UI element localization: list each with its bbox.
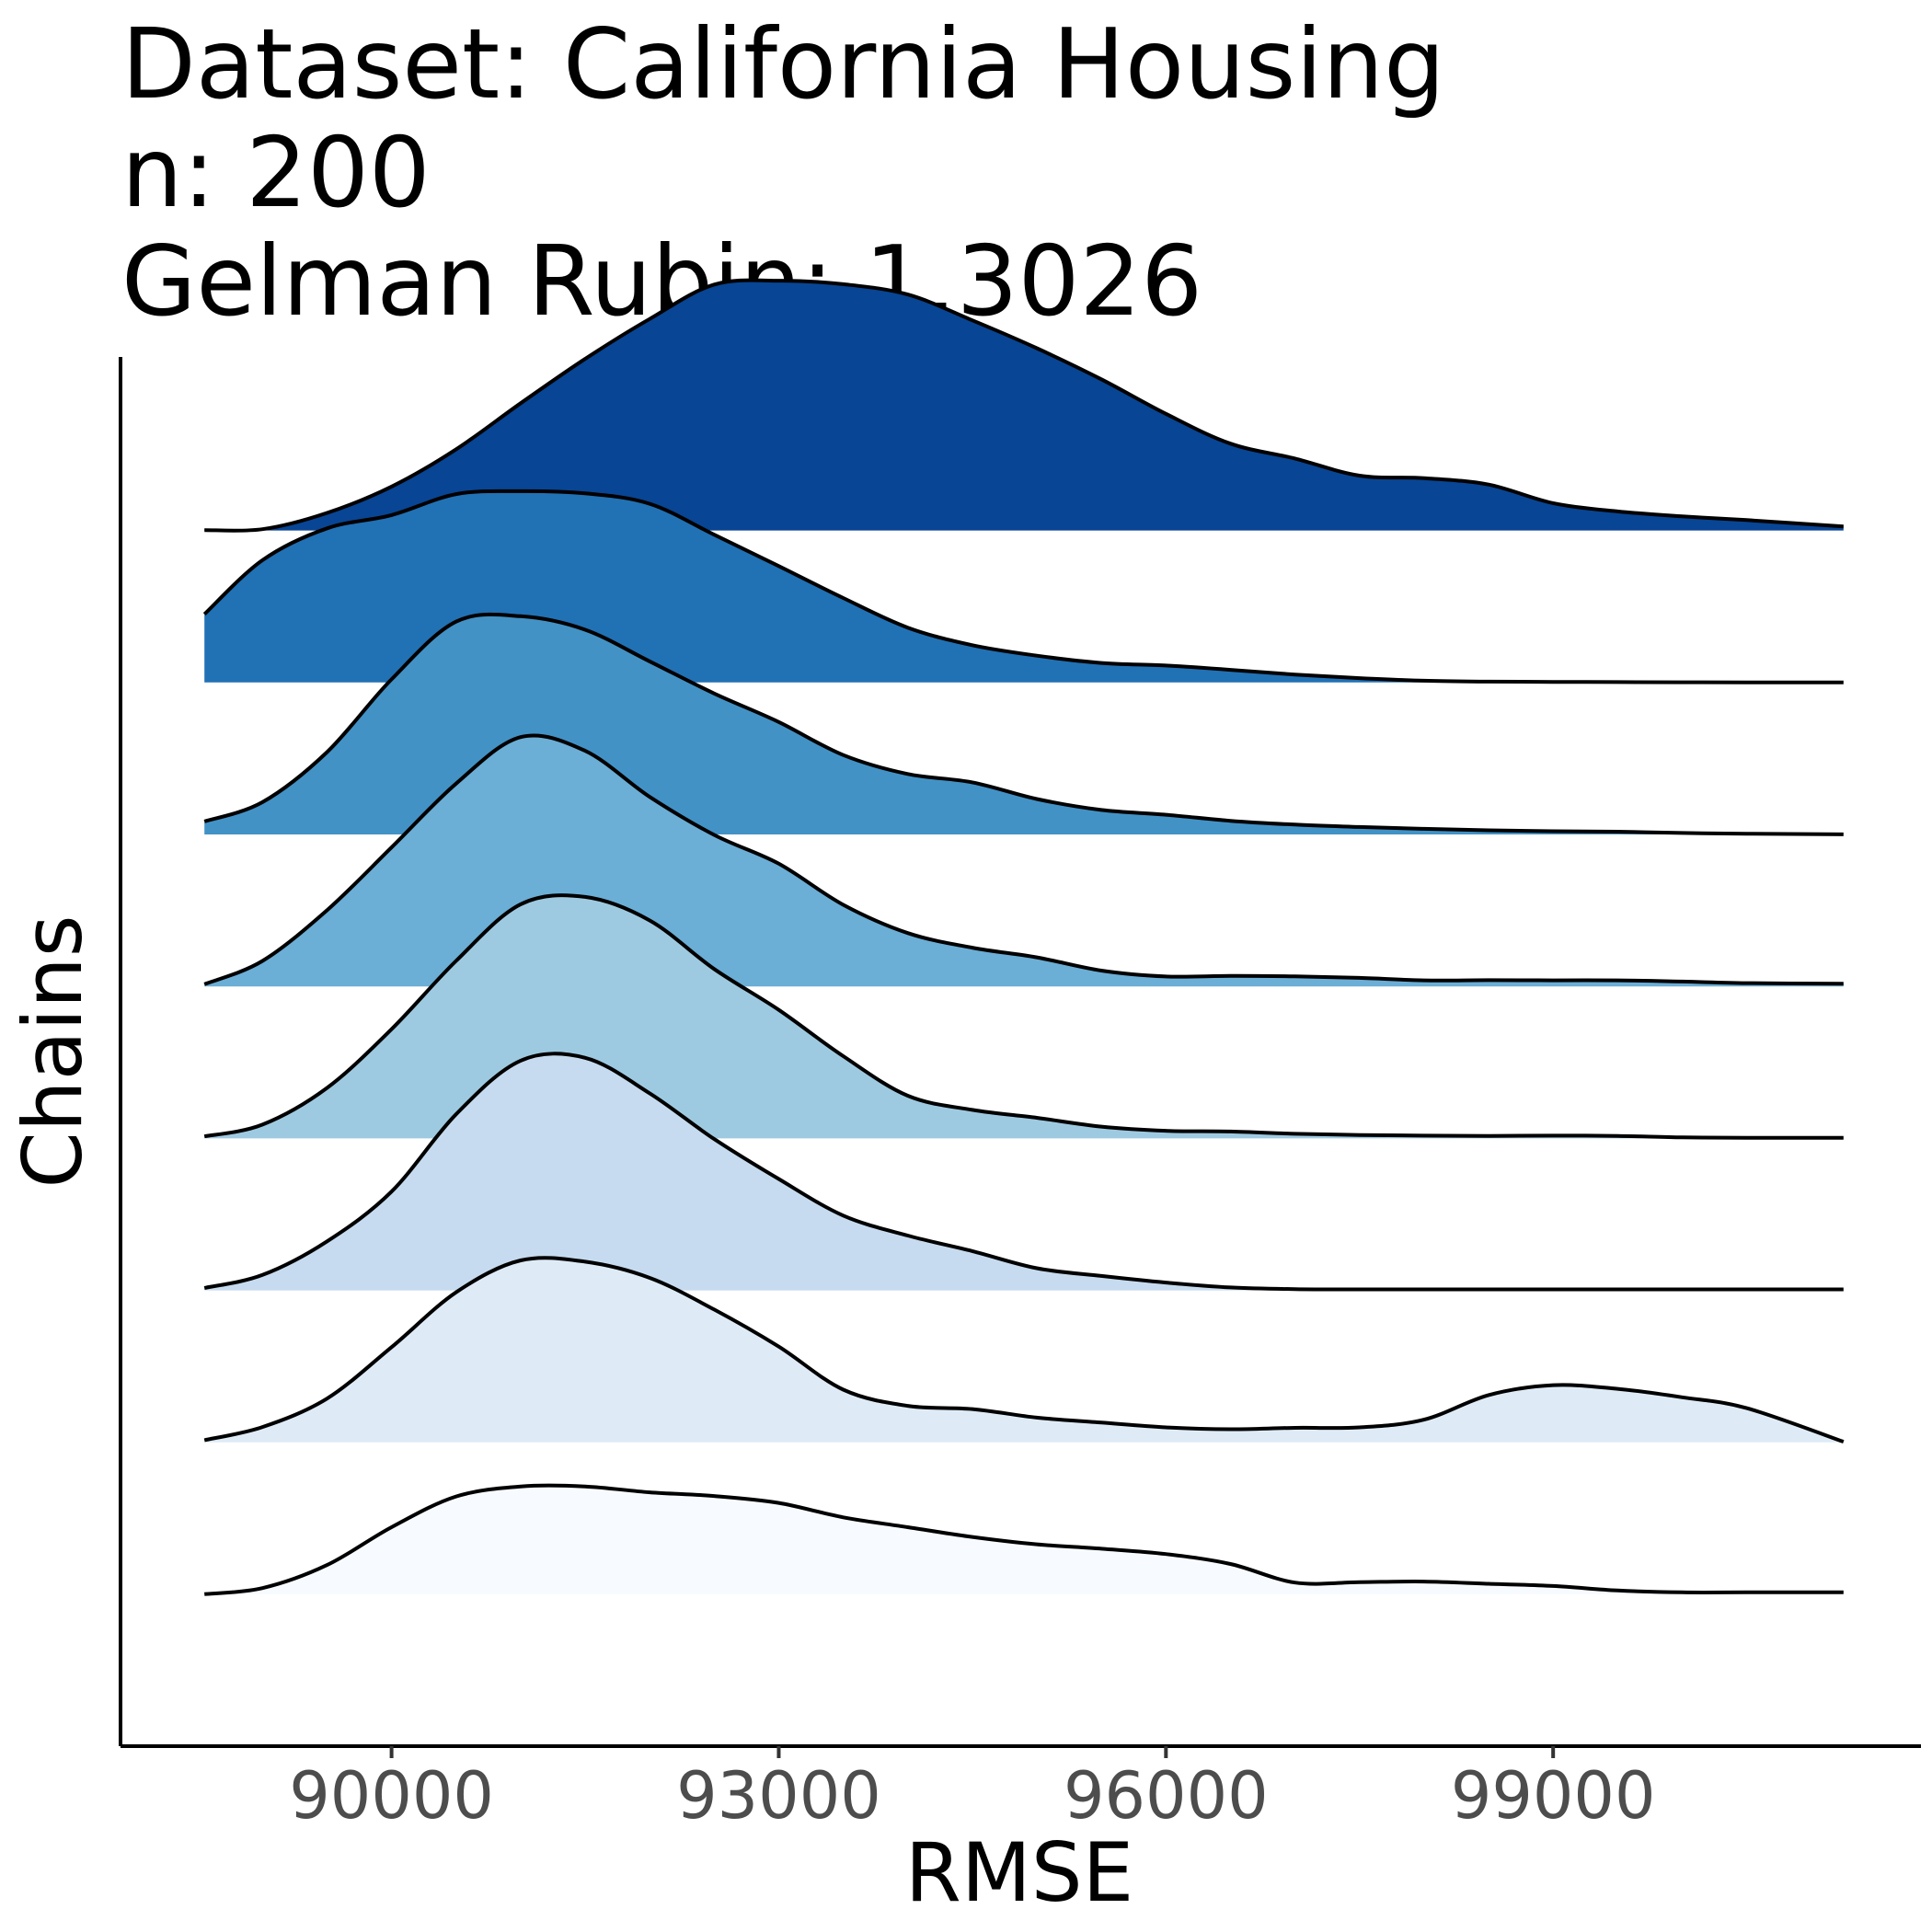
ridge-outline-chain-8 <box>204 278 1844 533</box>
y-axis-title: Chains <box>6 914 100 1188</box>
ridge-outline-chain-2 <box>203 1256 1845 1443</box>
x-axis-ticks: 90000 93000 96000 99000 <box>289 1746 1656 1834</box>
x-axis-title: RMSE <box>905 1825 1134 1920</box>
ridge-outline-chain-4 <box>203 893 1844 1140</box>
chart-title: Dataset: California Housing n: 200 Gelma… <box>121 8 1445 338</box>
title-line-n: n: 200 <box>121 117 431 229</box>
ridge-chain-3 <box>203 1052 1844 1292</box>
ridge-chain-2 <box>203 1256 1845 1443</box>
ridge-fill-chain-3 <box>204 1053 1844 1291</box>
ridge-outline-chain-3 <box>203 1052 1844 1292</box>
x-tick-label-93000: 93000 <box>676 1758 881 1834</box>
x-tick-label-99000: 99000 <box>1451 1758 1656 1834</box>
ridge-outline-chain-5 <box>203 733 1844 986</box>
x-tick-label-90000: 90000 <box>289 1758 494 1834</box>
ridge-fill-chain-1 <box>204 1485 1844 1594</box>
ridge-outline-chain-1 <box>203 1483 1844 1596</box>
ridge-fill-chain-8 <box>204 280 1844 531</box>
ridge-chain-8 <box>204 278 1844 533</box>
ridges <box>202 278 1845 1596</box>
ridge-outline-chain-6 <box>203 612 1844 836</box>
ridge-outline-chain-7 <box>202 489 1844 684</box>
ridge-fill-chain-2 <box>204 1258 1844 1443</box>
x-tick-label-96000: 96000 <box>1064 1758 1269 1834</box>
title-line-dataset: Dataset: California Housing <box>121 8 1445 121</box>
ridge-chain-1 <box>203 1483 1844 1596</box>
ridge-fill-chain-7 <box>204 490 1844 683</box>
ridge-chain-7 <box>202 489 1844 684</box>
